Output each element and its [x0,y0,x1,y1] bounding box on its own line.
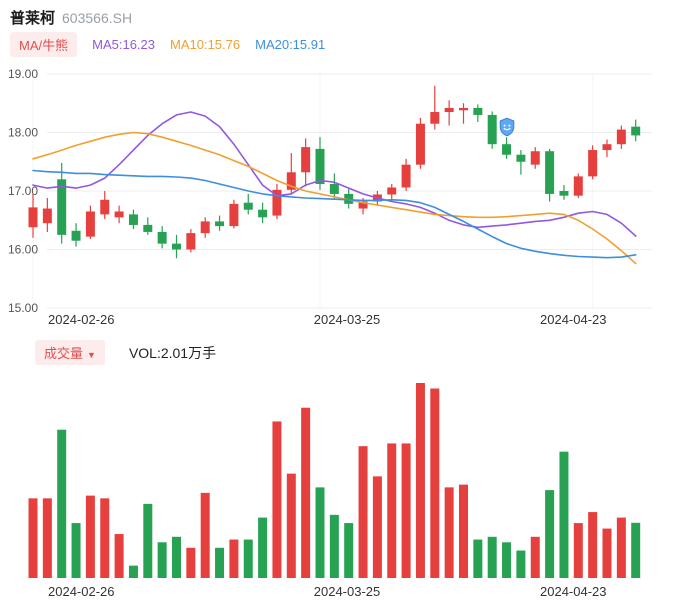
volume-dropdown-button[interactable]: 成交量 ▼ [35,340,105,365]
ma5-value: MA5:16.23 [92,37,155,52]
volume-x-axis: 2024-02-26 2024-03-25 2024-04-23 [0,584,686,600]
volume-badge-label: 成交量 [44,346,84,361]
ma10-value: MA10:15.76 [170,37,241,52]
price-chart[interactable]: 19.00 18.00 17.00 16.00 15.00 [0,60,686,316]
stock-code: 603566.SH [62,10,133,26]
x-axis-label-start: 2024-02-26 [48,312,115,327]
price-x-axis: 2024-02-26 2024-03-25 2024-04-23 [0,312,686,328]
svg-text:17.00: 17.00 [8,184,38,198]
svg-text:18.00: 18.00 [8,126,38,140]
candlestick-canvas[interactable]: 19.00 18.00 17.00 16.00 15.00 [0,60,686,316]
ma-toggle-button[interactable]: MA/牛熊 [10,32,78,57]
header: 普莱柯 603566.SH [10,7,132,28]
x-axis-label-mid: 2024-03-25 [313,312,381,327]
x-axis-label-start: 2024-02-26 [48,584,115,599]
volume-readout: VOL:2.01万手 [128,344,217,361]
x-axis-label-end: 2024-04-23 [540,584,607,599]
svg-text:16.00: 16.00 [8,243,38,257]
svg-text:15.00: 15.00 [8,301,38,315]
chevron-down-icon: ▼ [87,350,96,360]
ma20-value: MA20:15.91 [255,37,326,52]
x-axis-label-mid: 2024-03-25 [313,584,381,599]
volume-canvas[interactable] [0,372,686,578]
volume-header: 成交量 ▼ VOL:2.01万手 [35,340,216,365]
volume-chart[interactable] [0,372,686,578]
x-axis-label-end: 2024-04-23 [540,312,607,327]
stock-name: 普莱柯 [10,10,56,27]
svg-text:19.00: 19.00 [8,67,38,81]
indicator-legend: MA/牛熊 MA5:16.23 MA10:15.76 MA20:15.91 [10,32,325,57]
shield-marker-icon[interactable] [498,117,516,137]
